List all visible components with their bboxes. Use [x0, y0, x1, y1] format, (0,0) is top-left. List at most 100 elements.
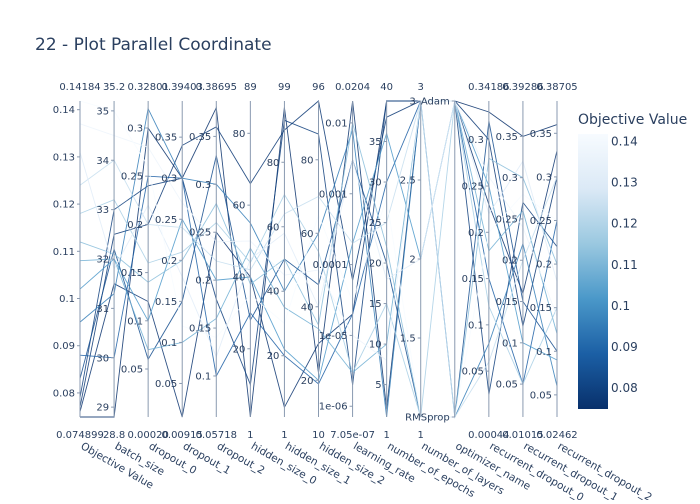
axis-tick-label: 0.25	[462, 182, 484, 193]
axis-tick-label: 33	[96, 205, 109, 216]
axis-tick-label: 0.1	[161, 338, 177, 349]
axis-tick-label: 40	[233, 272, 246, 283]
axis-tick-label: Adam	[421, 97, 450, 108]
axis-tick-label: 80	[267, 158, 280, 169]
axis-tick-label: 20	[267, 351, 280, 362]
axis-tick-label: 0.3	[195, 180, 211, 191]
colorbar-tick-label: 0.12	[611, 217, 638, 231]
colorbar-tick-label: 0.1	[611, 299, 630, 313]
axis-tick-label: 35	[369, 137, 382, 148]
axis-min-label: 0.074899	[56, 430, 104, 441]
axis-tick-label: 0.14	[53, 105, 75, 116]
axis-tick-label: 0.12	[53, 200, 75, 211]
axis-tick-label: 0.3	[536, 172, 552, 183]
axis-tick-label: 0.15	[155, 297, 177, 308]
axis-tick-label: 40	[301, 302, 314, 313]
axis-tick-label: 0.35	[189, 132, 211, 143]
axis-tick-label: 0.05	[462, 367, 484, 378]
axis-tick-label: 0.08	[53, 388, 75, 399]
axis-max-label: 96	[312, 82, 325, 93]
axis-max-label: 99	[278, 82, 291, 93]
axis-tick-label: 0.01	[325, 118, 347, 129]
axis-tick-label: 10	[369, 340, 382, 351]
axis-min-label: 1	[281, 430, 287, 441]
axis-tick-label: 0.25	[121, 172, 143, 183]
axis-tick-label: 20	[301, 376, 314, 387]
axis-tick-label: 29	[96, 403, 109, 414]
axis-tick-label: RMSprop	[405, 413, 450, 424]
axis-tick-label: 0.1	[127, 316, 143, 327]
axis-tick-label: 0.2	[502, 256, 518, 267]
axis-tick-label: 0.13	[53, 152, 75, 163]
axis-tick-label: 34	[96, 156, 109, 167]
axis-tick-label: 2	[409, 255, 415, 266]
axis-min-label: 1	[418, 430, 424, 441]
axis-tick-label: 32	[96, 255, 109, 266]
axis-tick-label: 30	[96, 353, 109, 364]
axes: 0.080.090.10.110.120.130.140.141840.0748…	[53, 82, 654, 504]
axis-tick-label: 0.35	[155, 133, 177, 144]
axis-min-label: 0.00020	[127, 430, 168, 441]
colorbar-tick-label: 0.14	[611, 135, 638, 149]
axis-min-label: 0.01015	[502, 430, 543, 441]
axis-tick-label: 0.3	[468, 135, 484, 146]
axis-tick-label: 0.05	[530, 390, 552, 401]
axis-max-label: 0.38695	[196, 82, 237, 93]
axis-tick-label: 0.1	[536, 347, 552, 358]
axis-tick-label: 0.0001	[313, 260, 348, 271]
axis-tick-label: 0.15	[496, 297, 518, 308]
axis-tick-label: 0.2	[468, 228, 484, 239]
colorbar-tick-label: 0.09	[611, 340, 638, 354]
axis-tick-label: 0.1	[195, 371, 211, 382]
axis-tick-label: 0.05	[121, 364, 143, 375]
axis-tick-label: 0.05	[496, 380, 518, 391]
axis-tick-label: 1e-06	[319, 402, 348, 413]
axis-tick-label: 40	[267, 287, 280, 298]
axis-tick-label: 0.3	[161, 174, 177, 185]
axis-tick-label: 0.2	[536, 260, 552, 271]
axis-tick-label: 15	[369, 299, 382, 310]
axis-tick-label: 31	[96, 304, 109, 315]
colorbar-tick-label: 0.11	[611, 258, 638, 272]
axis-max-label: 0.39286	[502, 82, 543, 93]
axis-tick-label: 80	[233, 129, 246, 140]
axis-tick-label: 0.25	[155, 215, 177, 226]
axis-tick-label: 30	[369, 178, 382, 189]
axis-tick-label: 0.1	[502, 338, 518, 349]
axis-tick-label: 20	[369, 259, 382, 270]
axis-tick-label: 0.15	[121, 268, 143, 279]
axis-tick-label: 20	[233, 344, 246, 355]
colorbar-tick-label: 0.13	[611, 176, 638, 190]
axis-tick-label: 25	[369, 218, 382, 229]
axis-min-label: 1	[383, 430, 389, 441]
axis-max-label: 89	[244, 82, 257, 93]
axis-tick-label: 0.15	[189, 324, 211, 335]
axis-min-label: 7.05e-07	[330, 430, 375, 441]
axis-tick-label: 35	[96, 106, 109, 117]
axis-min-label: 0.00915	[162, 430, 203, 441]
axis-tick-label: 3	[409, 97, 415, 108]
axis-max-label: 0.14184	[59, 82, 100, 93]
axis-min-label: 1	[247, 430, 253, 441]
axis-tick-label: 1.5	[400, 334, 416, 345]
axis-max-label: 0.38705	[536, 82, 577, 93]
axis-tick-label: 0.2	[161, 256, 177, 267]
axis-max-label: 0.0204	[335, 82, 370, 93]
axis-tick-label: 0.35	[530, 129, 552, 140]
axis-tick-label: 0.25	[189, 228, 211, 239]
axis-tick-label: 60	[301, 229, 314, 240]
axis-tick-label: 80	[301, 155, 314, 166]
axis-max-label: 3	[418, 82, 424, 93]
axis-max-label: 0.39403	[162, 82, 203, 93]
axis-tick-label: 0.3	[502, 173, 518, 184]
colorbar: Objective Value 0.14 0.13 0.12 0.11 0.1 0.09 0…	[578, 112, 687, 409]
axis-tick-label: 0.2	[127, 220, 143, 231]
axis-dropout-2: 0.10.150.20.250.30.350.386950.05718dropo…	[189, 82, 267, 477]
axis-tick-label: 0.05	[155, 379, 177, 390]
axis-tick-label: 0.15	[462, 274, 484, 285]
axis-max-label: 0.34186	[468, 82, 509, 93]
